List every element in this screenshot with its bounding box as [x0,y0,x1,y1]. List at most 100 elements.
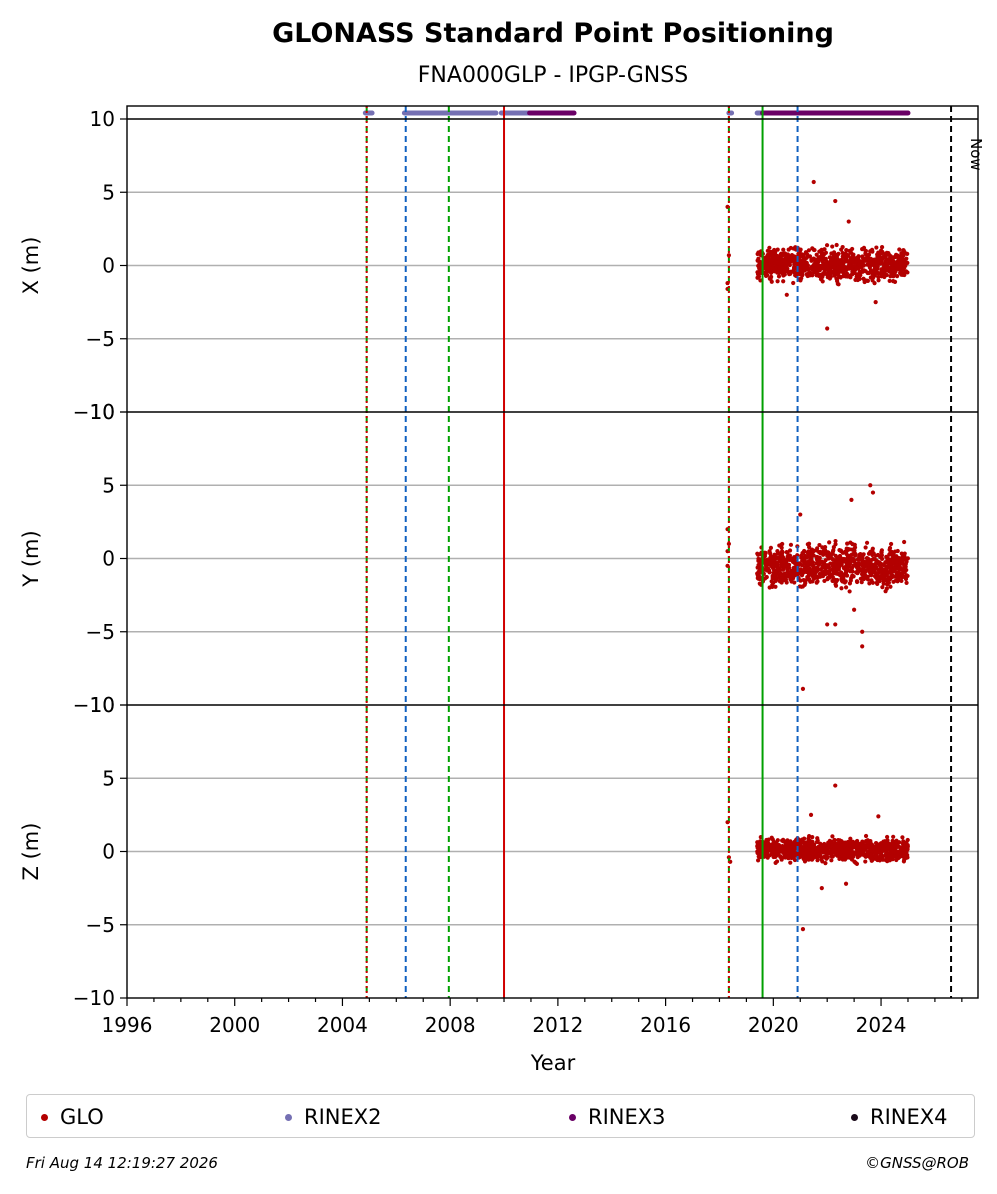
data-point [860,567,865,572]
data-point [828,259,833,264]
data-point [859,259,865,264]
data-point [805,542,810,547]
data-point [800,551,805,556]
data-point [833,846,838,851]
data-point [890,273,895,278]
data-point [810,850,815,855]
y-tick-label: −10 [73,986,115,1010]
legend-marker-rinex4 [851,1113,858,1121]
data-point [755,275,760,280]
data-point [831,545,836,550]
data-point [782,257,787,262]
x-tick-label: 2012 [532,1013,583,1037]
data-point [808,812,814,817]
data-point [887,278,892,283]
data-point [758,839,763,844]
y-tick-label: −10 [73,693,115,717]
y-tick-label: 10 [90,107,115,131]
data-point [815,858,820,863]
data-point [904,840,909,845]
data-point [844,564,849,569]
data-point [825,622,830,627]
data-point [842,259,847,264]
data-point [810,273,815,278]
data-point [772,574,778,579]
data-point [864,575,869,580]
data-point [805,574,810,580]
data-point [838,850,843,856]
data-point [832,273,837,278]
data-point [785,564,790,569]
data-point [822,270,827,275]
data-point [903,561,908,567]
data-point [894,253,900,258]
y-tick-label: −5 [86,913,115,937]
data-point [773,584,778,589]
data-point [901,574,906,579]
data-point [834,242,839,248]
legend-item-glo: GLO [41,1095,104,1139]
data-point [817,852,822,857]
chart-subtitle: FNA000GLP - IPGP-GNSS [418,63,688,88]
data-point [821,265,826,270]
data-point [791,280,796,286]
legend-label-glo: GLO [60,1105,104,1129]
data-point [884,272,889,278]
data-point [809,547,815,552]
data-point [818,567,823,572]
data-point [833,622,838,627]
data-point [885,576,890,581]
legend-marker-rinex2 [285,1113,292,1121]
data-point [830,563,835,568]
data-point [784,266,789,271]
data-point [854,265,859,271]
data-point [823,571,828,577]
legend-item-rinex4: RINEX4 [851,1095,948,1139]
data-point [847,589,852,594]
data-point [780,271,785,277]
data-point [819,247,824,252]
data-point [890,842,895,847]
data-point [877,845,882,850]
data-point [765,254,770,259]
data-point [885,559,890,564]
data-point [769,269,775,274]
data-point [860,644,865,649]
data-point [874,576,879,581]
data-point [870,580,876,585]
data-point [863,563,868,568]
data-point [893,559,898,564]
data-point [857,567,862,572]
data-point [860,246,865,252]
data-point [863,833,869,839]
data-point [843,549,848,554]
data-point [873,553,878,558]
data-point [852,542,857,547]
data-point [844,569,849,574]
data-point [768,545,774,551]
data-point [842,252,847,257]
x-tick-label: 2016 [640,1013,691,1037]
data-point [888,584,893,589]
data-point [839,586,844,591]
data-point [807,560,813,565]
data-point [726,541,731,546]
data-point [836,564,841,569]
data-point [796,251,801,256]
data-point [854,579,860,584]
data-point [818,549,823,554]
data-point [829,572,834,578]
data-point [802,567,807,572]
data-point [836,845,842,851]
data-point [860,629,865,634]
data-point [820,260,826,265]
data-point [889,854,895,860]
data-point [763,270,768,275]
data-point [896,565,901,571]
data-point [775,279,780,284]
data-point [877,256,882,262]
data-point [841,559,846,564]
data-point [866,252,872,257]
data-point [788,542,794,547]
data-point [836,282,841,287]
